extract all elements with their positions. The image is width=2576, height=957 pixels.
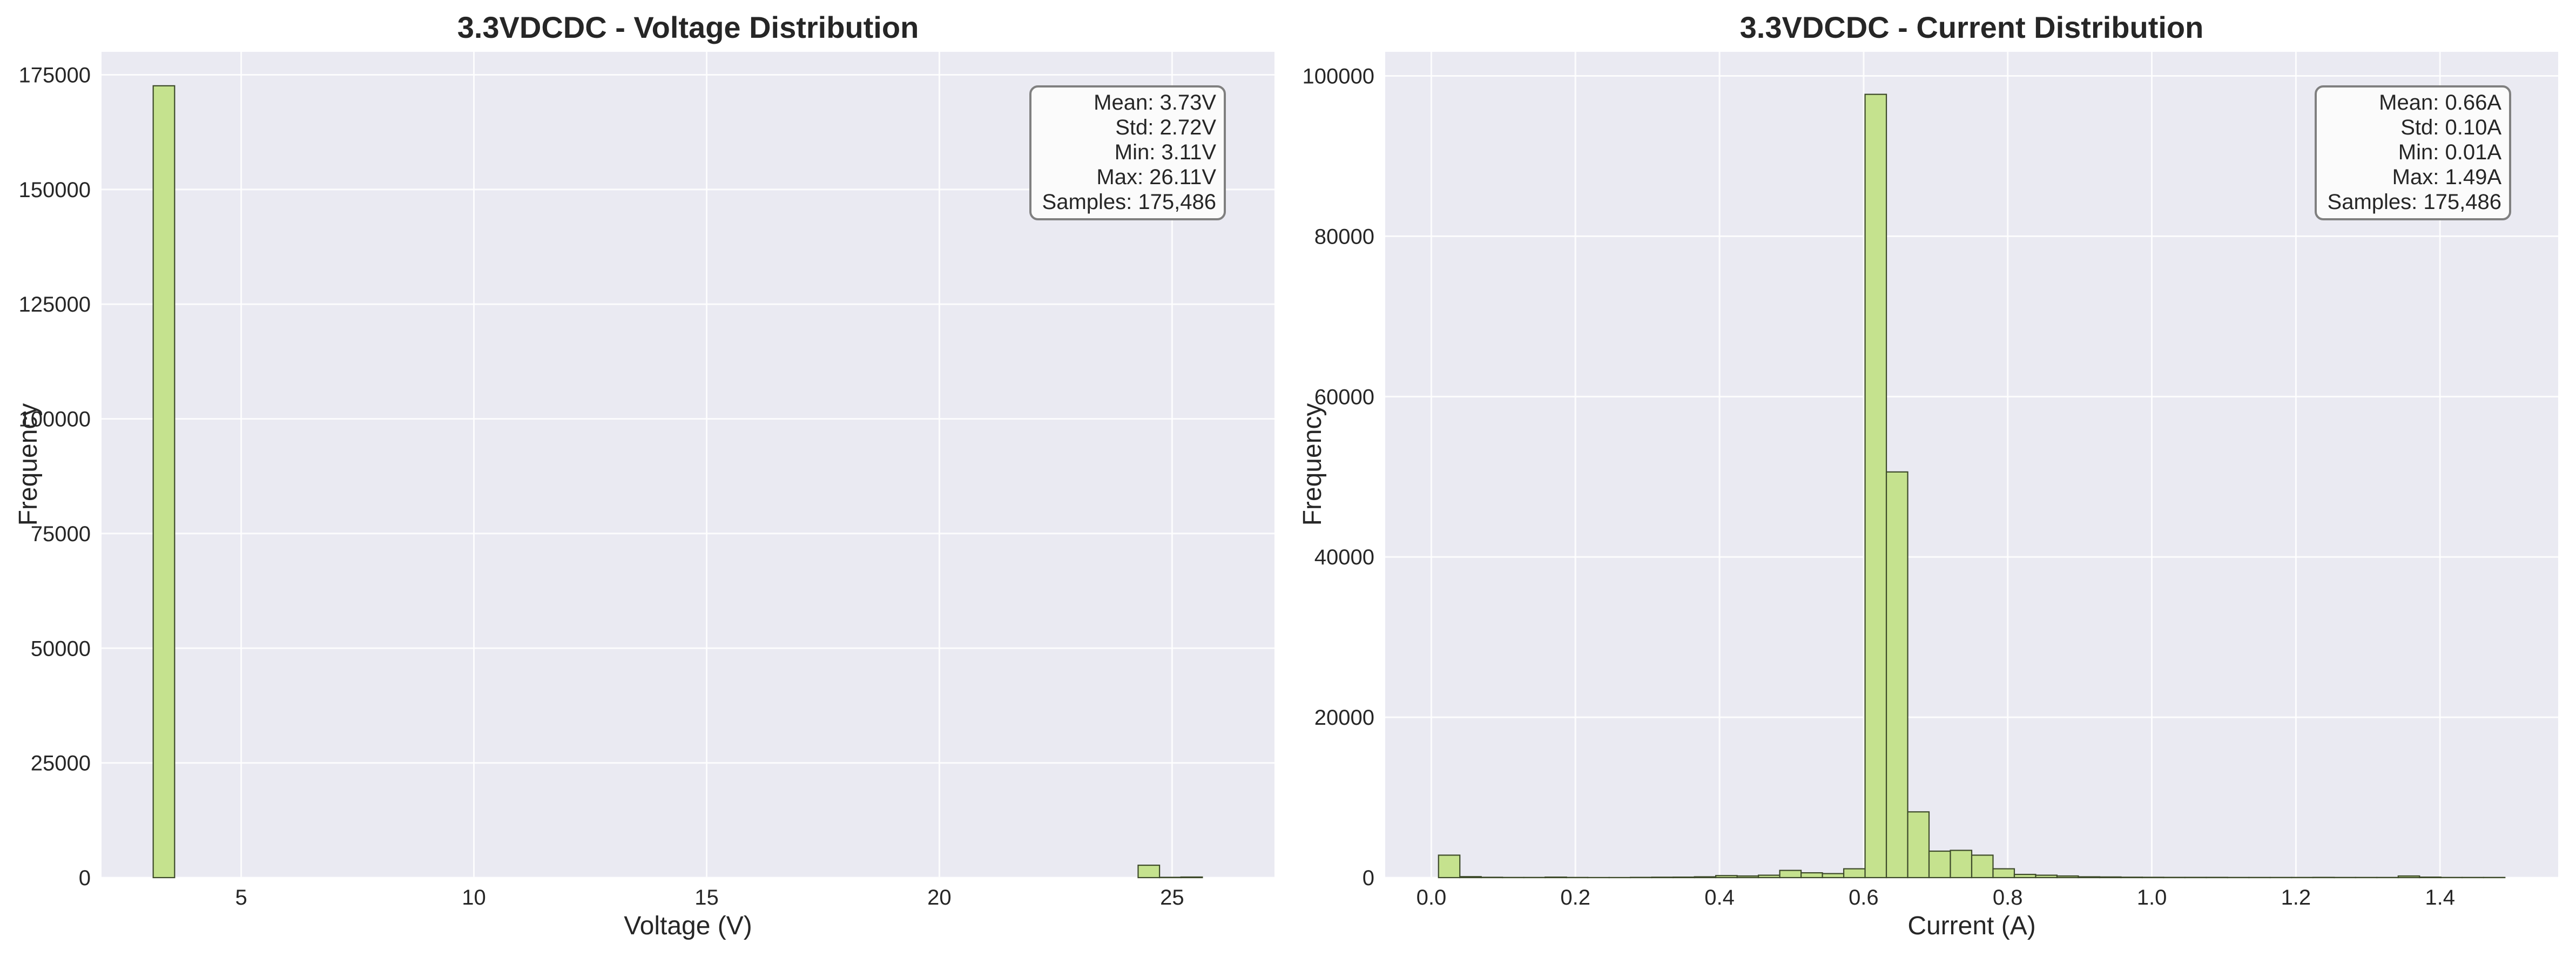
c-histogram-bar (2013, 873, 2036, 879)
v-y-tick-label: 75000 (31, 522, 91, 546)
v-y-tick-label: 25000 (31, 752, 91, 776)
c-histogram-bar (1864, 93, 1887, 879)
c-x-tick-label: 1.2 (2281, 886, 2311, 909)
c-histogram-bar (1757, 874, 1781, 879)
c-histogram-bar (1736, 875, 1759, 879)
c-histogram-bar (2397, 875, 2420, 879)
c-histogram-bar (1694, 876, 1717, 879)
current-stat-std: Std: 0.10A (2400, 116, 2501, 139)
current-x-axis-label: Current (A) (1907, 912, 2035, 940)
v-histogram-bar (1180, 876, 1203, 879)
c-histogram-bar (1715, 875, 1738, 879)
voltage-y-axis-label: Frequency (14, 403, 43, 526)
current-stat-mean: Mean: 0.66A (2379, 91, 2501, 114)
current-y-ticks: 0 20000 40000 60000 80000 100000 (1303, 65, 1374, 890)
c-histogram-bar (1459, 876, 1482, 879)
v-y-tick-label: 175000 (19, 63, 91, 87)
c-histogram-bar (2419, 877, 2442, 879)
current-stats-box: Mean: 0.66A Std: 0.10A Min: 0.01A Max: 1… (2315, 85, 2511, 220)
c-y-tick-label: 0 (1363, 866, 1374, 890)
v-x-tick-label: 20 (927, 886, 952, 909)
v-histogram-bar (1137, 864, 1161, 879)
c-histogram-bar (2141, 877, 2164, 879)
voltage-bars (152, 85, 1203, 879)
c-histogram-bar (1438, 854, 1461, 879)
current-stat-min: Min: 0.01A (2398, 140, 2502, 164)
voltage-grid (102, 52, 1274, 879)
c-histogram-bar (1800, 872, 1823, 879)
c-histogram-bar (1779, 870, 1802, 879)
c-histogram-bar (1928, 850, 1951, 879)
c-histogram-bar (1950, 850, 1973, 879)
v-y-tick-label: 0 (79, 866, 91, 890)
voltage-chart: 5 10 15 20 25 0 25000 50000 75000 100000 125000 15… (14, 10, 1274, 940)
c-histogram-bar (1480, 877, 1503, 879)
voltage-chart-title: 3.3VDCDC - Voltage Distribution (457, 10, 919, 44)
voltage-stat-min: Min: 3.11V (1115, 140, 1217, 164)
voltage-x-ticks: 5 10 15 20 25 (235, 886, 1184, 909)
c-x-tick-label: 0.2 (1560, 886, 1590, 909)
v-x-tick-label: 5 (235, 886, 247, 909)
c-histogram-bar (1651, 877, 1674, 879)
v-histogram-bar (1159, 877, 1182, 879)
c-x-tick-label: 0.8 (1993, 886, 2023, 909)
voltage-x-axis-label: Voltage (V) (624, 912, 752, 940)
voltage-stat-samples: Samples: 175,486 (1042, 190, 1216, 214)
c-histogram-bar (2120, 877, 2143, 879)
c-x-tick-label: 0.4 (1704, 886, 1735, 909)
c-x-tick-label: 1.0 (2137, 886, 2167, 909)
c-y-tick-label: 100000 (1303, 65, 1374, 89)
voltage-y-ticks: 0 25000 50000 75000 100000 125000 150000 175000 (19, 63, 91, 890)
v-x-tick-label: 10 (462, 886, 486, 909)
current-bars (1438, 93, 2506, 879)
c-histogram-bar (2056, 875, 2079, 879)
voltage-stat-mean: Mean: 3.73V (1094, 91, 1216, 114)
c-y-tick-label: 40000 (1314, 545, 1374, 569)
voltage-stat-std: Std: 2.72V (1115, 116, 1216, 139)
c-histogram-bar (1907, 811, 1930, 879)
c-histogram-bar (1822, 873, 1845, 879)
c-x-tick-label: 0.0 (1417, 886, 1447, 909)
c-histogram-bar (2078, 876, 2101, 879)
c-histogram-bar (1992, 868, 2015, 879)
c-histogram-bar (1885, 471, 1909, 879)
voltage-stats-box: Mean: 3.73V Std: 2.72V Min: 3.11V Max: 2… (1029, 85, 1226, 220)
v-x-tick-label: 15 (694, 886, 719, 909)
v-y-tick-label: 150000 (19, 178, 91, 202)
v-y-tick-label: 100000 (19, 408, 91, 432)
c-histogram-bar (1673, 877, 1695, 879)
c-y-tick-label: 80000 (1314, 225, 1374, 248)
current-stat-max: Max: 1.49A (2392, 165, 2502, 189)
c-x-tick-label: 0.6 (1849, 886, 1879, 909)
v-y-tick-label: 50000 (31, 637, 91, 661)
c-histogram-bar (1843, 868, 1866, 879)
c-histogram-bar (2099, 876, 2122, 879)
voltage-stat-max: Max: 26.11V (1096, 165, 1216, 189)
current-x-ticks: 0.0 0.2 0.4 0.6 0.8 1.0 1.2 1.4 (1417, 886, 2455, 909)
c-histogram-bar (1545, 877, 1567, 879)
current-y-axis-label: Frequency (1298, 403, 1327, 526)
current-chart-title: 3.3VDCDC - Current Distribution (1740, 10, 2204, 44)
c-histogram-bar (1971, 854, 1994, 879)
v-histogram-bar (152, 85, 176, 879)
current-stat-samples: Samples: 175,486 (2328, 190, 2501, 214)
c-y-tick-label: 60000 (1314, 385, 1374, 409)
c-histogram-bar (2035, 874, 2058, 879)
v-x-tick-label: 25 (1160, 886, 1184, 909)
c-x-tick-label: 1.4 (2425, 886, 2455, 909)
v-y-tick-label: 125000 (19, 293, 91, 316)
c-y-tick-label: 20000 (1314, 706, 1374, 730)
current-chart: 0.0 0.2 0.4 0.6 0.8 1.0 1.2 1.4 0 20000 40000 6000… (1298, 10, 2558, 940)
